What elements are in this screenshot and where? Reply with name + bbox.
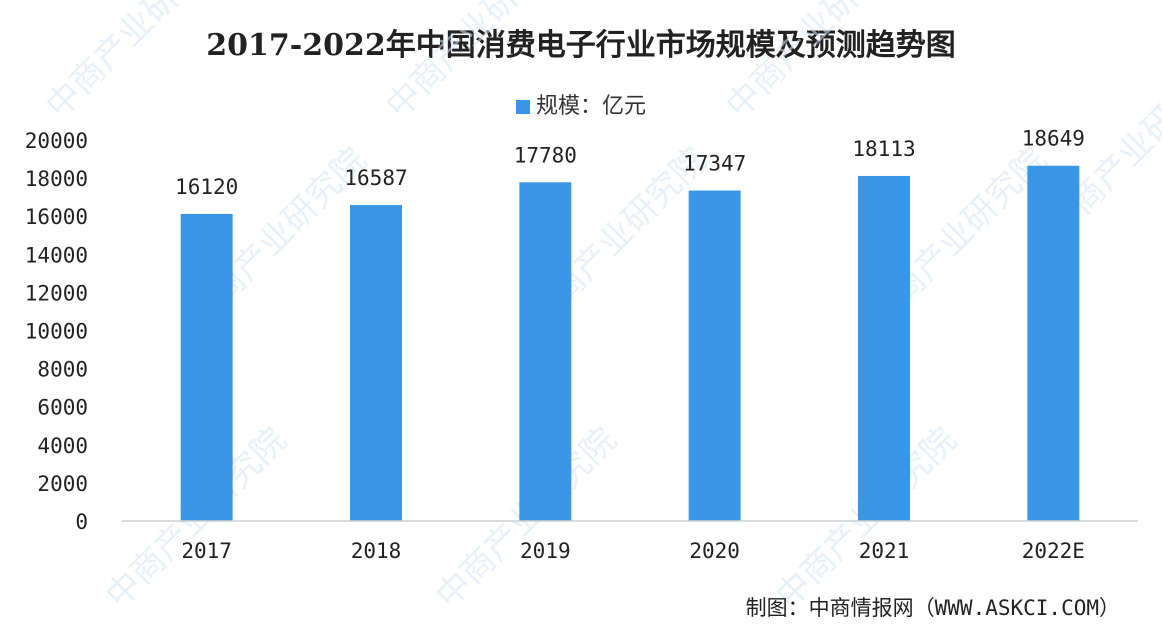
source-note: 制图：中商情报网（WWW.ASKCI.COM） (745, 596, 1120, 620)
y-tick-label: 20000 (25, 129, 88, 153)
y-axis: 0 2000 4000 6000 8000 10000 12000 14000 16000 180… (25, 129, 88, 534)
y-tick-label: 4000 (37, 434, 88, 458)
y-tick-label: 8000 (37, 358, 88, 382)
data-label-2022E: 18649 (1022, 127, 1085, 151)
x-tick-label: 2022E (1022, 539, 1085, 563)
legend-swatch (515, 100, 530, 114)
bar-2022E (1027, 165, 1080, 521)
y-tick-label: 16000 (25, 205, 88, 229)
y-tick-label: 2000 (37, 472, 88, 496)
data-label-2021: 18113 (852, 137, 915, 161)
bar-2017 (180, 213, 233, 521)
watermark-text: 中商产业研究院 (718, 0, 915, 126)
bars-group (180, 165, 1080, 522)
bar-2018 (350, 205, 402, 522)
y-tick-label: 6000 (37, 396, 88, 420)
data-labels-group: 16120 16587 17780 17347 18113 18649 (175, 127, 1085, 199)
data-label-2020: 17347 (683, 152, 746, 176)
y-tick-label: 10000 (25, 320, 88, 344)
x-tick-label: 2020 (689, 539, 740, 563)
watermark-text: 中商产业研究院 (38, 0, 235, 126)
x-tick-label: 2018 (351, 539, 402, 563)
x-axis: 2017 2018 2019 2020 2021 2022E (122, 520, 1138, 563)
bar-2019 (519, 182, 572, 521)
bar-2020 (688, 190, 741, 521)
bar-2021 (858, 175, 910, 521)
y-tick-label: 18000 (25, 167, 88, 191)
y-tick-label: 0 (75, 510, 88, 534)
x-tick-label: 2021 (859, 539, 910, 563)
legend-label: 规模：亿元 (535, 94, 646, 119)
chart-title: 2017-2022年中国消费电子行业市场规模及预测趋势图 (206, 28, 956, 63)
data-label-2018: 16587 (344, 166, 407, 190)
chart-legend: 规模：亿元 (0, 88, 1162, 120)
watermark-text: 中商产业研究院 (378, 0, 575, 126)
x-tick-label: 2017 (181, 539, 232, 563)
data-label-2019: 17780 (514, 143, 577, 167)
y-tick-label: 12000 (25, 281, 88, 305)
x-tick-label: 2019 (520, 539, 571, 563)
data-label-2017: 16120 (175, 175, 238, 199)
y-tick-label: 14000 (25, 243, 88, 267)
